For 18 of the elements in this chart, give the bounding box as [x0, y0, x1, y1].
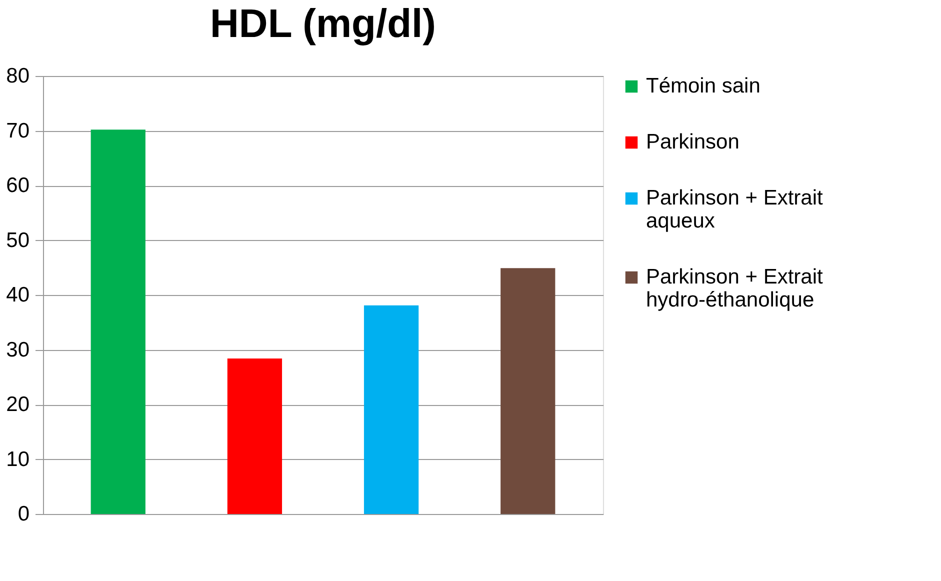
chart-title: HDL (mg/dl)	[210, 2, 436, 46]
y-tick-label: 50	[6, 228, 30, 252]
y-tick-label: 20	[6, 393, 30, 416]
y-tick-label: 40	[6, 284, 30, 306]
bar	[227, 358, 282, 514]
bar	[364, 305, 419, 514]
y-tick-label: 0	[18, 502, 30, 526]
y-tick-label: 80	[6, 64, 30, 88]
bar	[500, 268, 556, 514]
y-tick-label: 30	[6, 338, 30, 362]
bar	[90, 130, 146, 514]
y-tick-label: 10	[6, 448, 30, 471]
legend-label: Parkinson	[646, 130, 740, 154]
y-tick-label: 60	[6, 174, 30, 197]
legend-label: Parkinson + Extrait aqueux	[646, 186, 823, 232]
y-tick-label: 70	[6, 119, 30, 142]
legend-label: Parkinson + Extrait hydro-éthanolique	[646, 266, 823, 312]
legend-label: Témoin sain	[646, 74, 760, 98]
